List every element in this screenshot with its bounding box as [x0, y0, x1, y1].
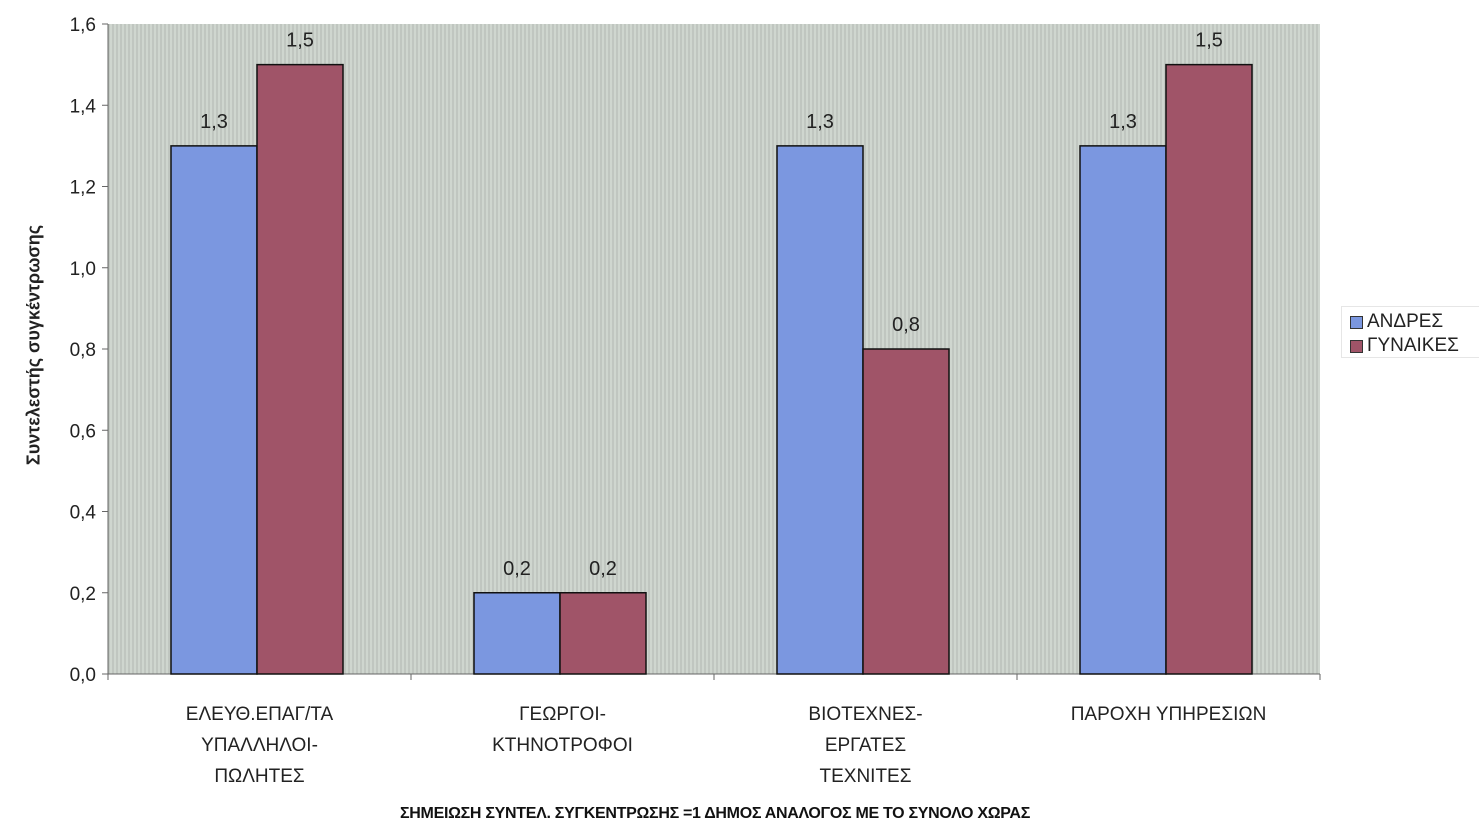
category-label-line: ΥΠΑΛΛΗΛΟΙ-	[201, 735, 318, 756]
category-label-line: ΚΤΗΝΟΤΡΟΦΟΙ	[492, 735, 633, 756]
category-label: ΓΕΩΡΓΟΙ- ΚΤΗΝΟΤΡΟΦΟΙ	[492, 704, 633, 756]
data-label: 0,2	[589, 558, 617, 580]
category-label: ΕΛΕΥΘ.ΕΠΑΓ/ΤΑ ΥΠΑΛΛΗΛΟΙ- ΠΩΛΗΤΕΣ	[186, 704, 334, 787]
data-label: 1,3	[200, 111, 228, 133]
y-tick-label: 0,6	[70, 421, 96, 442]
data-label: 1,3	[806, 111, 834, 133]
y-tick-label: 0,8	[70, 340, 96, 361]
y-tick-label: 0,2	[70, 584, 96, 605]
bar-women	[1165, 63, 1253, 675]
category-label-line: ΓΕΩΡΓΟΙ-	[519, 704, 606, 725]
legend-label-men: ΑΝΔΡΕΣ	[1367, 311, 1444, 332]
y-axis: 0,0 0,2 0,4 0,6 0,8 1,0 1,2 1,4 1,6	[70, 15, 109, 686]
bar-men	[1079, 145, 1167, 675]
category-label: ΒΙΟΤΕΧΝΕΣ- ΕΡΓΑΤΕΣ ΤΕΧΝΙΤΕΣ	[808, 704, 922, 787]
category-labels: ΕΛΕΥΘ.ΕΠΑΓ/ΤΑ ΥΠΑΛΛΗΛΟΙ- ΠΩΛΗΤΕΣ ΓΕΩΡΓΟΙ- ΚΤ…	[186, 704, 1266, 787]
legend-item-women: ΓΥΝΑΙΚΕΣ	[1350, 335, 1459, 357]
legend-label-women: ΓΥΝΑΙΚΕΣ	[1367, 335, 1459, 356]
data-label: 1,5	[286, 30, 314, 52]
bar-women	[256, 63, 344, 675]
y-tick-label: 0,0	[70, 665, 96, 686]
data-label: 0,2	[503, 558, 531, 580]
bar-men	[170, 145, 258, 675]
x-axis	[107, 673, 1321, 680]
data-label: 1,5	[1195, 30, 1223, 52]
legend-swatch-women	[1350, 339, 1363, 353]
data-label: 0,8	[892, 314, 920, 336]
y-tick-label: 1,4	[70, 96, 97, 117]
bar-women	[862, 348, 950, 675]
y-tick-label: 1,2	[70, 178, 96, 199]
category-label-line: ΠΩΛΗΤΕΣ	[214, 766, 304, 787]
category-label-line: ΕΛΕΥΘ.ΕΠΑΓ/ΤΑ	[186, 704, 334, 725]
legend-item-men: ΑΝΔΡΕΣ	[1350, 311, 1443, 333]
data-label: 1,3	[1109, 111, 1137, 133]
category-label: ΠΑΡΟΧΗ ΥΠΗΡΕΣΙΩΝ	[1071, 704, 1267, 725]
category-label-line: ΕΡΓΑΤΕΣ	[825, 735, 906, 756]
legend-swatch-men	[1350, 315, 1363, 329]
legend: ΑΝΔΡΕΣ ΓΥΝΑΙΚΕΣ	[1341, 306, 1479, 358]
y-tick-label: 0,4	[70, 503, 97, 524]
y-tick-label: 1,0	[70, 259, 96, 280]
category-label-line: ΠΑΡΟΧΗ ΥΠΗΡΕΣΙΩΝ	[1071, 704, 1267, 725]
bars	[170, 63, 1253, 675]
bar-women	[559, 592, 647, 675]
category-label-line: ΤΕΧΝΙΤΕΣ	[820, 766, 912, 787]
y-axis-title: Συντελεστής συγκέντρωσης	[23, 224, 44, 466]
y-tick-label: 1,6	[70, 15, 96, 36]
value-labels: 1,3 1,5 0,2 0,2 1,3 0,8 1,3 1,5	[200, 30, 1223, 580]
footnote: ΣΗΜΕΙΩΣΗ ΣΥΝΤΕΛ. ΣΥΓΚΕΝΤΡΩΣΗΣ =1 ΔΗΜΟΣ Α…	[400, 805, 1030, 822]
bar-men	[473, 592, 561, 675]
category-label-line: ΒΙΟΤΕΧΝΕΣ-	[808, 704, 922, 725]
bar-men	[776, 145, 864, 675]
